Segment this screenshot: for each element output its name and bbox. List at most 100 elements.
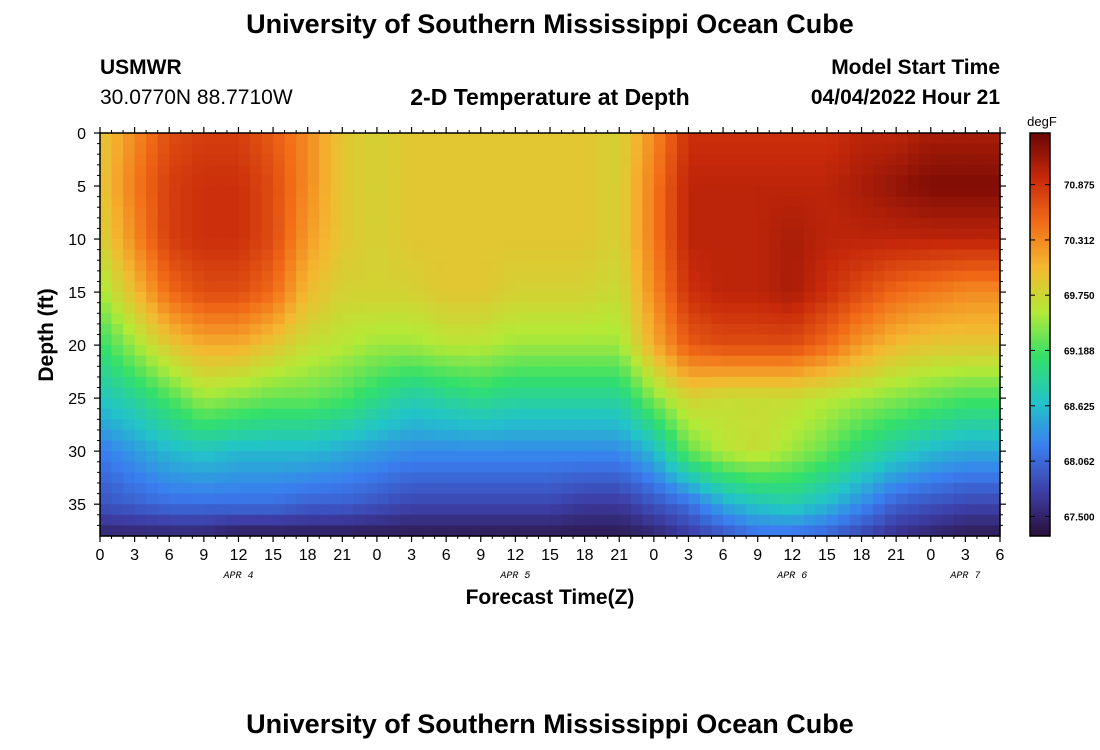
heatmap-cell — [665, 281, 678, 293]
heatmap-cell — [942, 228, 955, 240]
heatmap-cell — [688, 472, 701, 484]
heatmap-cell — [215, 270, 228, 283]
heatmap-cell — [319, 451, 332, 463]
heatmap-cell — [157, 133, 170, 145]
heatmap-cell — [907, 408, 920, 420]
heatmap-cell — [896, 461, 909, 473]
heatmap-cell — [180, 472, 193, 484]
heatmap-cell — [307, 133, 320, 145]
heatmap-cell — [630, 249, 643, 261]
heatmap-cells — [100, 133, 1001, 537]
heatmap-cell — [376, 249, 390, 261]
heatmap-cell — [146, 408, 159, 420]
heatmap-cell — [192, 217, 205, 230]
heatmap-cell — [146, 366, 159, 378]
heatmap-cell — [607, 323, 620, 336]
heatmap-cell — [884, 292, 897, 304]
heatmap-cell — [261, 270, 274, 283]
heatmap-cell — [284, 239, 297, 251]
heatmap-cell — [896, 313, 909, 325]
x-tick-label: 21 — [610, 547, 628, 564]
heatmap-cell — [861, 133, 874, 145]
heatmap-cell — [861, 292, 874, 304]
heatmap-cell — [330, 154, 343, 166]
heatmap-cell — [296, 239, 309, 251]
heatmap-cell — [942, 196, 955, 208]
heatmap-cell — [619, 398, 632, 410]
heatmap-cell — [492, 249, 505, 261]
heatmap-cell — [757, 164, 770, 177]
heatmap-cell — [157, 302, 170, 314]
heatmap-cell — [353, 164, 366, 177]
heatmap-cell — [134, 514, 147, 526]
heatmap-cell — [769, 249, 782, 261]
heatmap-cell — [469, 302, 482, 314]
heatmap-cell — [896, 133, 909, 145]
heatmap-cell — [169, 514, 182, 526]
heatmap-cell — [169, 175, 182, 187]
heatmap-cell — [850, 345, 863, 357]
heatmap-cell — [503, 313, 516, 325]
heatmap-cell — [480, 366, 493, 378]
heatmap-cell — [757, 419, 770, 431]
heatmap-cell — [134, 408, 147, 420]
heatmap-cell — [596, 366, 609, 378]
heatmap-cell — [388, 440, 401, 452]
heatmap-cell — [861, 387, 874, 399]
heatmap-cell — [480, 164, 493, 177]
heatmap-cell — [111, 154, 124, 166]
heatmap-cell — [746, 482, 759, 495]
heatmap-cell — [284, 292, 297, 304]
heatmap-cell — [503, 493, 516, 505]
heatmap-cell — [411, 525, 424, 537]
heatmap-cell — [884, 440, 897, 452]
heatmap-cell — [226, 461, 240, 473]
heatmap-cell — [388, 239, 401, 251]
heatmap-cell — [400, 323, 413, 336]
heatmap-cell — [676, 334, 690, 346]
heatmap-cell — [919, 186, 932, 198]
heatmap-cell — [642, 260, 655, 272]
heatmap-cell — [480, 133, 493, 145]
heatmap-cell — [930, 228, 943, 240]
heatmap-cell — [457, 514, 470, 526]
heatmap-cell — [619, 482, 632, 495]
heatmap-cell — [446, 334, 459, 346]
heatmap-cell — [884, 472, 897, 484]
heatmap-cell — [296, 260, 309, 272]
heatmap-cell — [873, 398, 886, 410]
heatmap-cell — [584, 217, 597, 230]
heatmap-cell — [734, 249, 747, 261]
heatmap-cell — [307, 387, 320, 399]
heatmap-cell — [815, 366, 828, 378]
heatmap-cell — [503, 398, 516, 410]
heatmap-cell — [319, 302, 332, 314]
heatmap-cell — [296, 387, 309, 399]
heatmap-cell — [873, 270, 886, 283]
heatmap-cell — [446, 355, 459, 367]
heatmap-cell — [330, 207, 343, 219]
heatmap-cell — [411, 133, 424, 145]
heatmap-cell — [250, 376, 263, 389]
heatmap-cell — [273, 366, 286, 378]
heatmap-cell — [388, 292, 401, 304]
heatmap-cell — [503, 451, 516, 463]
heatmap-cell — [134, 387, 147, 399]
heatmap-cell — [792, 366, 805, 378]
heatmap-cell — [873, 345, 886, 357]
heatmap-cell — [711, 461, 724, 473]
heatmap-cell — [573, 249, 586, 261]
heatmap-cell — [757, 186, 770, 198]
heatmap-cell — [792, 398, 805, 410]
heatmap-cell — [492, 175, 505, 187]
heatmap-cell — [284, 281, 297, 293]
heatmap-cell — [469, 164, 482, 177]
heatmap-cell — [561, 186, 574, 198]
heatmap-cell — [503, 133, 516, 145]
heatmap-cell — [700, 239, 713, 251]
heatmap-cell — [688, 207, 701, 219]
heatmap-cell — [688, 228, 701, 240]
heatmap-cell — [411, 260, 424, 272]
heatmap-cell — [550, 207, 563, 219]
heatmap-cell — [723, 164, 736, 177]
